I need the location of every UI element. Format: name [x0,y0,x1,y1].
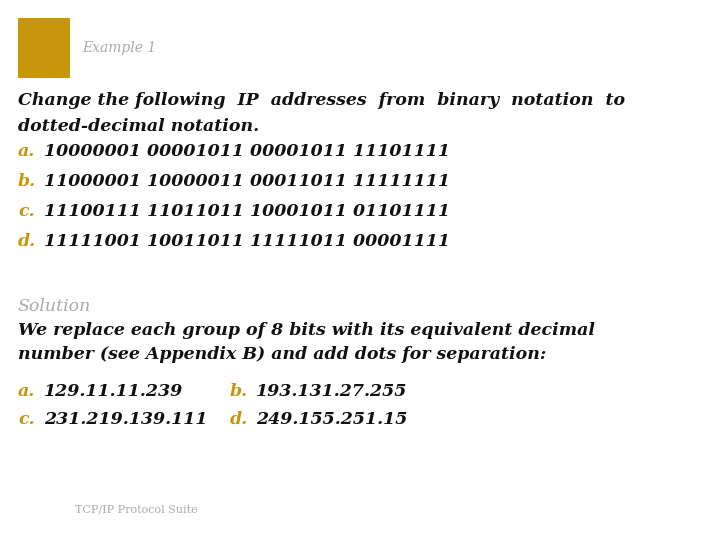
Text: Example 1: Example 1 [82,41,156,55]
Text: 11100111 11011011 10001011 01101111: 11100111 11011011 10001011 01101111 [44,204,450,220]
Text: c.: c. [18,204,35,220]
Text: c.: c. [18,411,35,429]
Text: 10000001 00001011 00001011 11101111: 10000001 00001011 00001011 11101111 [44,144,450,160]
Text: Change the following  IP  addresses  from  binary  notation  to: Change the following IP addresses from b… [18,92,625,109]
Text: 249.155.251.15: 249.155.251.15 [256,411,408,429]
Text: 193.131.27.255: 193.131.27.255 [256,383,408,401]
Text: b.: b. [18,173,36,191]
Text: a.: a. [18,383,35,401]
Text: b.: b. [230,383,248,401]
Text: Solution: Solution [18,298,91,315]
Text: TCP/IP Protocol Suite: TCP/IP Protocol Suite [75,505,197,515]
Text: 231.219.139.111: 231.219.139.111 [44,411,207,429]
Text: number (see Appendix B) and add dots for separation:: number (see Appendix B) and add dots for… [18,346,546,363]
Text: d.: d. [230,411,248,429]
Text: 129.11.11.239: 129.11.11.239 [44,383,184,401]
Text: a.: a. [18,144,35,160]
Text: We replace each group of 8 bits with its equivalent decimal: We replace each group of 8 bits with its… [18,322,595,339]
FancyBboxPatch shape [18,18,70,78]
Text: 11000001 10000011 00011011 11111111: 11000001 10000011 00011011 11111111 [44,173,450,191]
Text: dotted-decimal notation.: dotted-decimal notation. [18,118,259,135]
Text: d.: d. [18,233,36,251]
Text: 11111001 10011011 11111011 00001111: 11111001 10011011 11111011 00001111 [44,233,450,251]
